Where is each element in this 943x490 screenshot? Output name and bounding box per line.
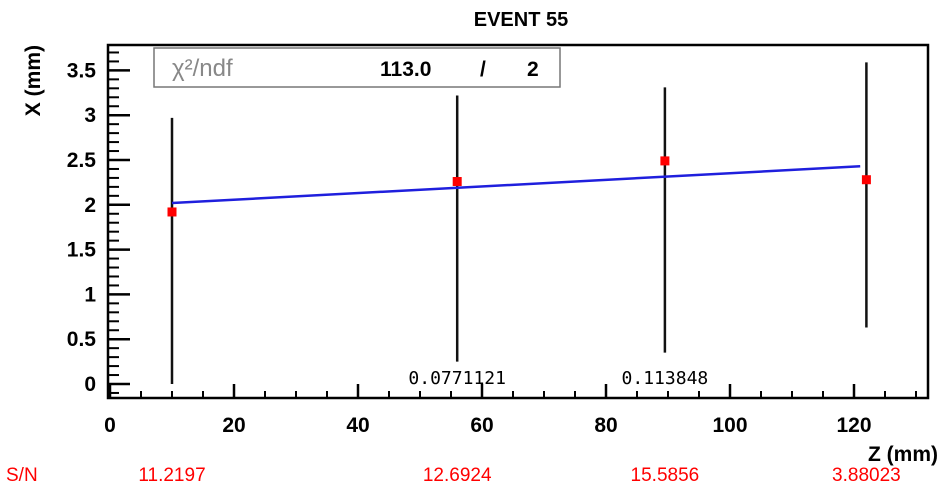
plot-frame <box>106 43 930 400</box>
data-points <box>167 156 871 217</box>
sn-value: 12.6924 <box>423 465 492 486</box>
sn-value: 15.5856 <box>631 465 700 486</box>
stats-box-frame <box>153 47 561 88</box>
chi2-value: 113.0 <box>380 58 431 81</box>
sn-value: 11.2197 <box>138 465 205 486</box>
data-point <box>660 156 670 166</box>
y-tick-label: 2.5 <box>67 149 97 172</box>
y-tick-label: 1.5 <box>67 239 97 262</box>
x-tick-label: 120 <box>836 414 871 437</box>
chi2-stats-box: χ²/ndf 113.0 / 2 <box>153 47 561 88</box>
chi2-separator: / <box>480 58 486 81</box>
data-point <box>167 207 177 217</box>
data-point <box>452 177 462 187</box>
sn-row: S/N 11.2197 12.6924 15.5856 3.88023 <box>6 465 901 486</box>
x-tick-label: 80 <box>594 414 617 437</box>
ndf-value: 2 <box>527 58 539 81</box>
point-annotation: 0.0771121 <box>408 368 506 389</box>
error-bars <box>170 62 868 384</box>
y-tick-label: 3.5 <box>67 59 97 82</box>
point-annotation: 0.113848 <box>622 368 709 389</box>
x-tick-label: 60 <box>470 414 493 437</box>
x-tick-label: 100 <box>712 414 747 437</box>
chart-title: EVENT 55 <box>474 9 568 31</box>
data-point <box>861 175 871 185</box>
fit-line-group <box>171 165 861 205</box>
x-axis-label: Z (mm) <box>868 443 938 466</box>
x-tick-label: 0 <box>104 414 116 437</box>
y-tick-label: 2 <box>84 194 96 217</box>
y-axis-label: X (mm) <box>22 45 45 116</box>
y-tick-label: 0.5 <box>67 328 97 351</box>
x-tick-label: 40 <box>346 414 369 437</box>
y-tick-label: 3 <box>84 104 96 127</box>
sn-value: 3.88023 <box>832 465 901 486</box>
y-tick-label: 1 <box>84 283 96 306</box>
annotations: 0.0771121 0.113848 <box>408 368 708 389</box>
x-tick-label: 20 <box>222 414 245 437</box>
chi2-label: χ²/ndf <box>172 55 233 82</box>
fit-line <box>171 165 861 205</box>
y-tick-label: 0 <box>84 373 96 396</box>
axes: 0 20 40 60 80 100 120 0 0.5 1 1.5 2 2.5 3 3.5 <box>67 51 917 437</box>
sn-label: S/N <box>6 465 38 486</box>
